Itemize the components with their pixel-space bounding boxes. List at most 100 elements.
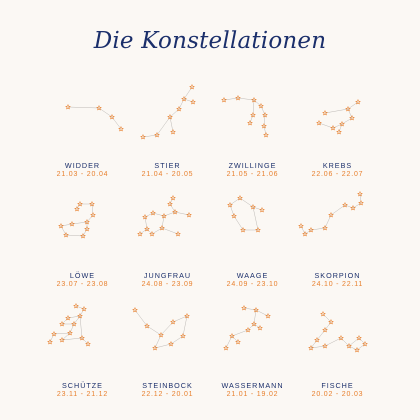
star-icon (316, 120, 322, 126)
star-icon (81, 306, 87, 312)
constellation-line (233, 215, 244, 231)
steinbock-constellation-drawing (132, 307, 190, 351)
constellation-line (154, 343, 172, 349)
star-icon (59, 337, 65, 343)
constellation-line (79, 315, 83, 339)
sign-dates: 21.03 - 20.04 (56, 171, 109, 178)
constellation-line (61, 337, 83, 341)
star-icon (150, 210, 156, 216)
star-icon (308, 345, 314, 351)
star-icon (240, 227, 246, 233)
constellation-line (160, 321, 174, 336)
star-icon (322, 343, 328, 349)
sign-stier: STIER 21.04 - 20.05 (125, 80, 210, 190)
star-icon (251, 321, 257, 327)
stier-constellation-drawing (140, 84, 196, 140)
constellation-line (65, 234, 84, 237)
sign-krebs: KREBS 22.06 - 22.07 (295, 80, 380, 190)
star-icon (189, 84, 195, 90)
star-icon (255, 227, 261, 233)
constellation-line (324, 337, 342, 347)
star-icon (308, 227, 314, 233)
sign-zwillinge: ZWILLINGE 21.05 - 21.06 (210, 80, 295, 190)
star-icon (149, 231, 155, 237)
star-icon (132, 307, 138, 313)
constellation-line (71, 221, 88, 225)
constellation-line (142, 134, 158, 138)
constellation-line (229, 204, 235, 217)
sign-dates: 20.02 - 20.03 (311, 391, 364, 398)
constellation-line (237, 97, 255, 101)
star-icon (328, 212, 334, 218)
star-icon (258, 103, 264, 109)
star-icon (158, 332, 164, 338)
star-icon (73, 303, 79, 309)
star-icon (96, 105, 102, 111)
star-icon (175, 231, 181, 237)
constellation-line (154, 334, 162, 349)
star-icon (152, 345, 158, 351)
star-icon (90, 212, 96, 218)
star-icon (302, 231, 308, 237)
star-icon (247, 120, 253, 126)
sign-dates: 21.01 - 19.02 (226, 391, 279, 398)
loewe-constellation-drawing (58, 201, 96, 239)
sign-waage: WAAGE 24.09 - 23.10 (210, 190, 295, 300)
constellation-fische (295, 300, 380, 375)
star-icon (77, 201, 83, 207)
star-icon (261, 123, 267, 129)
star-icon (336, 129, 342, 135)
star-icon (170, 195, 176, 201)
sign-loewe: LÖWE 23.07 - 23.08 (40, 190, 125, 300)
skorpion-constellation-drawing (298, 191, 364, 237)
star-icon (328, 319, 334, 325)
star-icon (67, 330, 73, 336)
star-icon (354, 347, 360, 353)
constellation-krebs (295, 80, 380, 155)
sign-dates: 24.09 - 23.10 (226, 281, 279, 288)
star-icon (241, 305, 247, 311)
star-icon (250, 204, 256, 210)
constellation-line (347, 101, 359, 110)
constellation-skorpion (295, 190, 380, 265)
star-icon (84, 219, 90, 225)
star-icon (80, 233, 86, 239)
star-icon (356, 335, 362, 341)
star-icon (251, 97, 257, 103)
constellation-line (169, 116, 174, 133)
sign-name: LÖWE (69, 271, 96, 280)
constellation-wassermann (210, 300, 295, 375)
star-icon (89, 201, 95, 207)
star-icon (79, 335, 85, 341)
sign-name: ZWILLINGE (228, 161, 277, 170)
sign-name: FISCHE (321, 381, 354, 390)
sign-dates: 23.07 - 23.08 (56, 281, 109, 288)
constellation-line (182, 315, 188, 337)
constellation-grid: WIDDER 21.03 - 20.04 STIER 21.04 - 20.05… (40, 80, 380, 410)
star-icon (250, 112, 256, 118)
star-icon (51, 331, 57, 337)
star-icon (118, 126, 124, 132)
constellation-line (310, 345, 326, 349)
star-icon (358, 200, 364, 206)
constellation-line (324, 214, 332, 229)
schuetze-constellation-drawing (47, 303, 91, 347)
star-icon (231, 213, 237, 219)
sign-name: WIDDER (64, 161, 101, 170)
constellation-line (134, 309, 148, 327)
star-icon (339, 121, 345, 127)
star-icon (161, 213, 167, 219)
star-icon (350, 205, 356, 211)
constellation-line (348, 337, 360, 347)
star-icon (345, 106, 351, 112)
constellation-zwillinge (210, 80, 295, 155)
constellation-widder (40, 80, 125, 155)
star-icon (221, 97, 227, 103)
sign-widder: WIDDER 21.03 - 20.04 (40, 80, 125, 190)
constellation-waage (210, 190, 295, 265)
star-icon (71, 321, 77, 327)
star-icon (65, 315, 71, 321)
star-icon (349, 115, 355, 121)
constellation-line (223, 97, 239, 101)
